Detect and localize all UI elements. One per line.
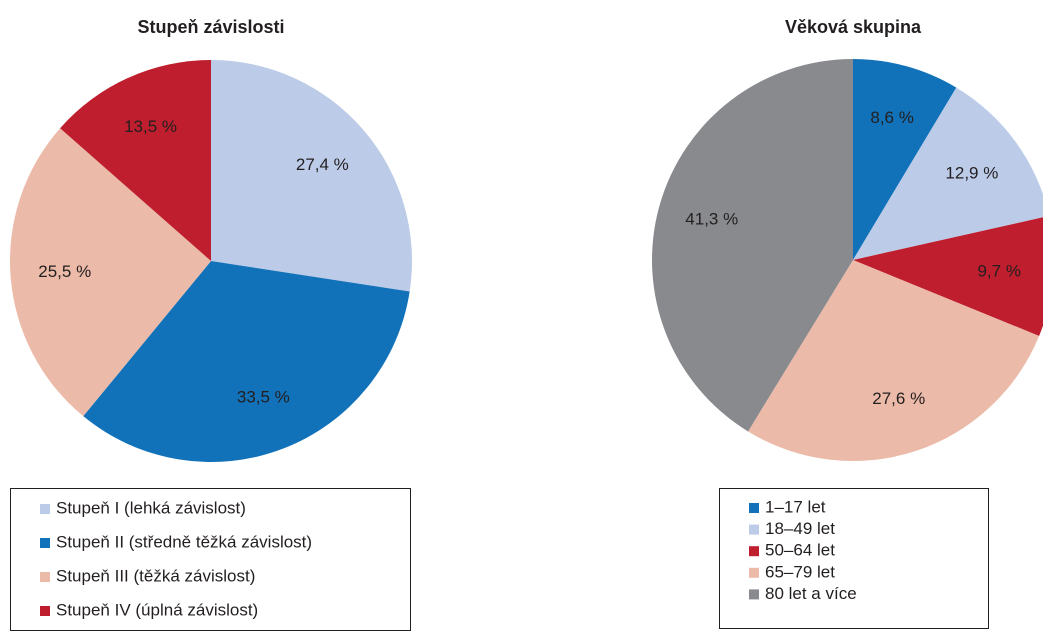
value-label: 25,5 % bbox=[38, 262, 91, 281]
legend-swatch bbox=[40, 606, 50, 616]
legend-swatch bbox=[749, 546, 759, 557]
pie-slice bbox=[853, 87, 1043, 260]
legend-label: Stupeň III (těžká závislost) bbox=[56, 566, 255, 585]
legend-swatch bbox=[749, 567, 759, 578]
legend-label: 65–79 let bbox=[765, 562, 835, 581]
legend-label: 18–49 let bbox=[765, 519, 835, 538]
pie-slice bbox=[10, 128, 212, 417]
value-label: 33,5 % bbox=[237, 388, 290, 407]
chart-title: Stupeň závislosti bbox=[137, 17, 284, 37]
legend-box bbox=[719, 488, 989, 629]
pie-slice bbox=[211, 60, 412, 292]
pie-slice bbox=[60, 60, 211, 261]
value-label: 13,5 % bbox=[124, 117, 177, 136]
pie-slice bbox=[652, 59, 853, 432]
pie-slice bbox=[748, 260, 1040, 461]
value-label: 27,6 % bbox=[872, 389, 925, 408]
legend-label: 50–64 let bbox=[765, 541, 835, 560]
value-label: 12,9 % bbox=[945, 163, 998, 182]
value-label: 8,6 % bbox=[870, 108, 913, 127]
chart-title: Věková skupina bbox=[785, 17, 922, 37]
pie-slice bbox=[853, 217, 1043, 336]
legend-label: Stupeň IV (úplná závislost) bbox=[56, 600, 258, 619]
legend-label: 80 let a více bbox=[765, 584, 857, 603]
legend-swatch bbox=[40, 572, 50, 582]
legend-swatch bbox=[749, 503, 759, 513]
legend-label: Stupeň I (lehká závislost) bbox=[56, 498, 246, 517]
pie-slice bbox=[83, 261, 410, 462]
legend-swatch bbox=[749, 589, 759, 600]
pie-slice bbox=[853, 59, 957, 260]
value-label: 27,4 % bbox=[296, 155, 349, 174]
legend-swatch bbox=[749, 524, 759, 535]
value-label: 9,7 % bbox=[977, 262, 1020, 281]
legend-label: Stupeň II (středně těžká závislost) bbox=[56, 532, 312, 551]
value-label: 41,3 % bbox=[685, 210, 738, 229]
legend-swatch bbox=[40, 504, 50, 514]
legend-label: 1–17 let bbox=[765, 497, 826, 516]
legend-swatch bbox=[40, 538, 50, 548]
